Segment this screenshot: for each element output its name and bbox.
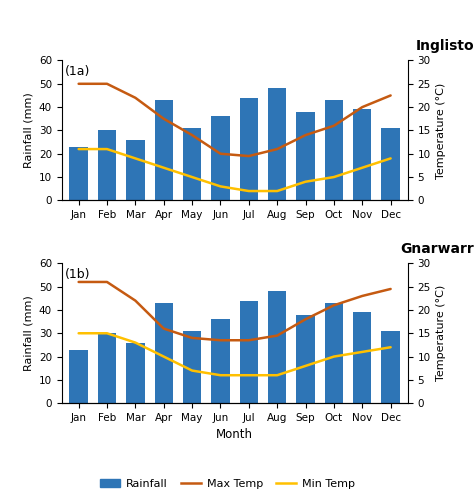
Bar xyxy=(325,100,343,201)
Y-axis label: Rainfall (mm): Rainfall (mm) xyxy=(23,295,33,371)
Bar xyxy=(155,303,173,403)
Y-axis label: Temperature (°C): Temperature (°C) xyxy=(436,82,446,178)
Bar xyxy=(268,291,286,403)
Y-axis label: Temperature (°C): Temperature (°C) xyxy=(436,285,446,382)
Bar xyxy=(296,112,315,201)
Bar xyxy=(296,314,315,403)
Text: Ingliston: Ingliston xyxy=(415,39,474,53)
Bar xyxy=(382,128,400,201)
Bar xyxy=(183,128,201,201)
Text: (1b): (1b) xyxy=(65,268,91,281)
Bar xyxy=(69,147,88,201)
Bar xyxy=(211,116,230,201)
Text: (1a): (1a) xyxy=(65,65,91,78)
Bar xyxy=(325,303,343,403)
Bar xyxy=(239,98,258,201)
Bar xyxy=(353,109,372,201)
Bar xyxy=(126,140,145,201)
Y-axis label: Rainfall (mm): Rainfall (mm) xyxy=(23,93,33,168)
Bar xyxy=(382,331,400,403)
Bar xyxy=(98,131,116,201)
Bar xyxy=(183,331,201,403)
Bar xyxy=(353,312,372,403)
Bar xyxy=(211,319,230,403)
Bar xyxy=(155,100,173,201)
Bar xyxy=(126,343,145,403)
Bar xyxy=(98,333,116,403)
Bar xyxy=(69,350,88,403)
Bar xyxy=(268,89,286,201)
X-axis label: Month: Month xyxy=(216,428,253,442)
Text: Gnarwarre: Gnarwarre xyxy=(401,242,474,257)
Bar xyxy=(239,300,258,403)
Legend: Rainfall, Max Temp, Min Temp: Rainfall, Max Temp, Min Temp xyxy=(96,474,359,493)
